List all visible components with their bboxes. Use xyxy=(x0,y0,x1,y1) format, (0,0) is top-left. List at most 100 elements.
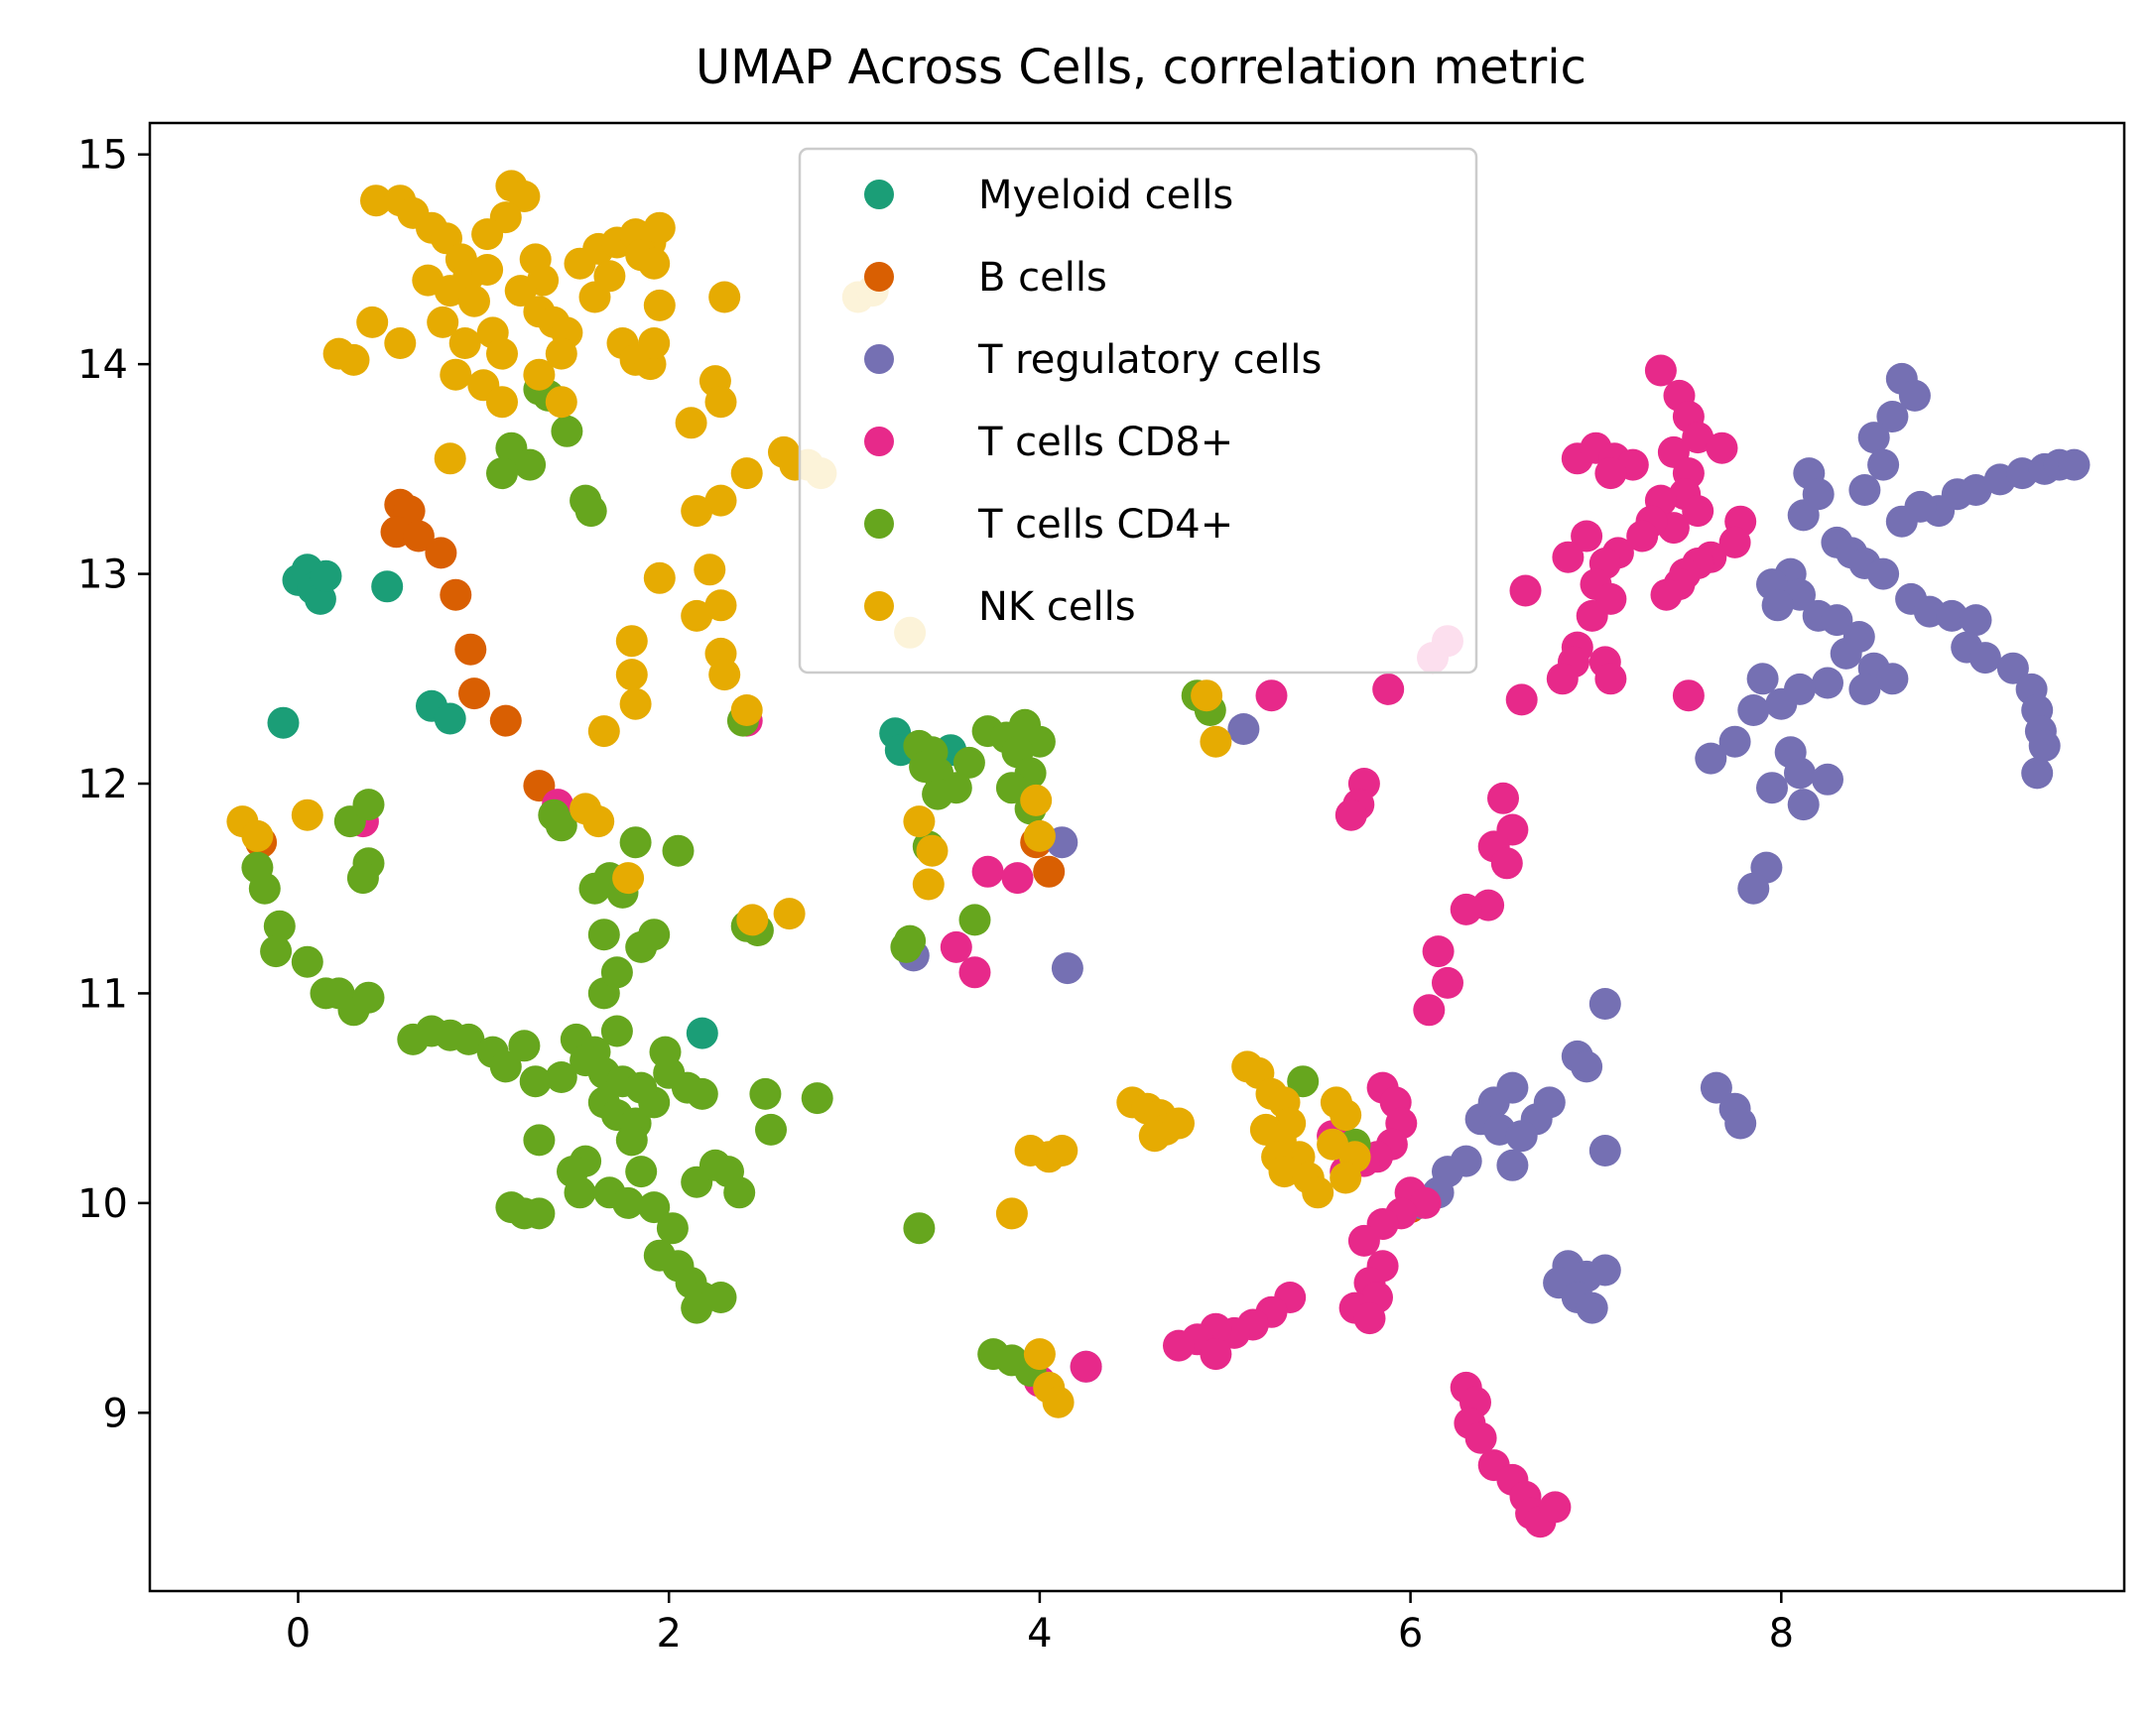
point-2-43 xyxy=(1968,642,2001,675)
legend-marker-1 xyxy=(864,262,894,292)
point-4-14 xyxy=(922,778,954,810)
point-3-47 xyxy=(1487,782,1519,814)
point-2-22 xyxy=(1876,663,1909,695)
point-4-103 xyxy=(638,919,671,951)
point-5-85 xyxy=(916,834,949,867)
series-4 xyxy=(241,373,1371,1387)
point-5-80 xyxy=(582,805,615,838)
point-5-61 xyxy=(704,589,737,622)
point-4-42 xyxy=(352,981,385,1014)
point-5-44 xyxy=(638,327,671,359)
point-3-12 xyxy=(1706,431,1738,464)
point-4-75 xyxy=(656,1212,689,1245)
point-4-99 xyxy=(619,826,652,859)
point-5-49 xyxy=(708,281,741,313)
point-5-69 xyxy=(730,694,763,726)
point-2-66 xyxy=(1571,1050,1603,1083)
legend-label-0: Myeloid cells xyxy=(978,173,1233,218)
point-5-68 xyxy=(708,659,741,691)
legend-label-2: T regulatory cells xyxy=(977,337,1322,383)
y-tick-label-0: 9 xyxy=(103,1391,128,1436)
x-tick-label-1: 2 xyxy=(656,1611,681,1657)
point-3-98 xyxy=(1539,1491,1572,1524)
chart-title: UMAP Across Cells, correlation metric xyxy=(696,40,1586,95)
x-tick-label-0: 0 xyxy=(286,1611,311,1657)
y-tick-label-1: 10 xyxy=(77,1181,128,1227)
point-4-1 xyxy=(551,415,583,447)
point-4-74 xyxy=(638,1191,671,1224)
point-3-25 xyxy=(1571,520,1603,553)
point-5-62 xyxy=(681,599,713,632)
point-2-40 xyxy=(1936,599,1968,632)
point-5-102 xyxy=(1330,1099,1362,1132)
point-2-37 xyxy=(1737,872,1770,905)
point-4-72 xyxy=(612,1186,645,1219)
point-4-16 xyxy=(952,746,985,779)
point-3-99 xyxy=(1070,1350,1102,1383)
point-4-95 xyxy=(545,809,577,842)
point-2-27 xyxy=(1746,663,1779,695)
point-5-14 xyxy=(486,337,518,370)
point-3-92 xyxy=(1464,1421,1497,1454)
point-3-59 xyxy=(971,855,1004,888)
y-tick-label-5: 14 xyxy=(77,342,128,388)
legend-marker-0 xyxy=(864,180,894,209)
point-4-15 xyxy=(909,751,942,784)
legend-marker-2 xyxy=(864,344,894,374)
point-4-90 xyxy=(749,1077,782,1110)
y-tick-label-3: 12 xyxy=(77,762,128,807)
point-4-38 xyxy=(291,945,323,978)
point-4-23 xyxy=(995,772,1028,804)
point-2-48 xyxy=(2028,729,2061,762)
x-axis: 0 2 4 6 8 xyxy=(286,1591,1794,1657)
point-3-43 xyxy=(1255,679,1288,712)
x-tick-label-4: 8 xyxy=(1769,1611,1794,1657)
point-1-5 xyxy=(440,578,472,611)
point-4-48 xyxy=(489,1050,522,1083)
point-2-12 xyxy=(1867,557,1900,590)
point-3-24 xyxy=(1594,457,1627,490)
x-tick-label-3: 6 xyxy=(1398,1611,1423,1657)
point-4-54 xyxy=(600,1015,633,1047)
point-5-70 xyxy=(587,715,620,748)
point-4-100 xyxy=(662,834,695,867)
point-5-60 xyxy=(694,553,726,586)
point-5-65 xyxy=(615,659,648,691)
point-2-4 xyxy=(1867,448,1900,481)
point-4-84 xyxy=(704,1282,737,1313)
point-5-59 xyxy=(681,495,713,528)
point-3-80 xyxy=(1353,1302,1386,1335)
point-5-100 xyxy=(1302,1176,1334,1209)
point-5-105 xyxy=(1330,1162,1362,1194)
point-3-11 xyxy=(1626,520,1659,553)
point-4-28 xyxy=(890,930,923,963)
point-5-114 xyxy=(1046,1135,1078,1167)
point-3-0 xyxy=(1644,354,1677,387)
point-2-35 xyxy=(1787,789,1820,821)
point-5-17 xyxy=(486,386,518,419)
point-5-63 xyxy=(643,561,676,594)
point-5-39 xyxy=(593,260,626,293)
point-5-19 xyxy=(508,181,541,212)
point-5-10 xyxy=(458,285,490,317)
point-5-119 xyxy=(1191,679,1223,712)
point-0-4 xyxy=(310,559,342,592)
legend-marker-3 xyxy=(864,427,894,456)
point-2-80 xyxy=(1700,1071,1732,1104)
legend-marker-4 xyxy=(864,509,894,539)
point-5-81 xyxy=(612,862,645,895)
point-2-26 xyxy=(1765,687,1798,720)
point-5-110 xyxy=(1163,1107,1195,1140)
point-3-72 xyxy=(1409,1186,1442,1219)
point-3-38 xyxy=(1509,574,1542,607)
point-5-115 xyxy=(995,1197,1028,1230)
point-0-5 xyxy=(371,570,404,603)
point-5-13 xyxy=(448,327,481,359)
plot-frame xyxy=(148,121,2126,1593)
point-1-8 xyxy=(489,704,522,737)
point-5-52 xyxy=(675,407,707,439)
point-5-43 xyxy=(643,289,676,321)
point-3-75 xyxy=(1347,1224,1380,1257)
point-5-120 xyxy=(1200,725,1232,758)
point-4-46 xyxy=(452,1023,485,1055)
